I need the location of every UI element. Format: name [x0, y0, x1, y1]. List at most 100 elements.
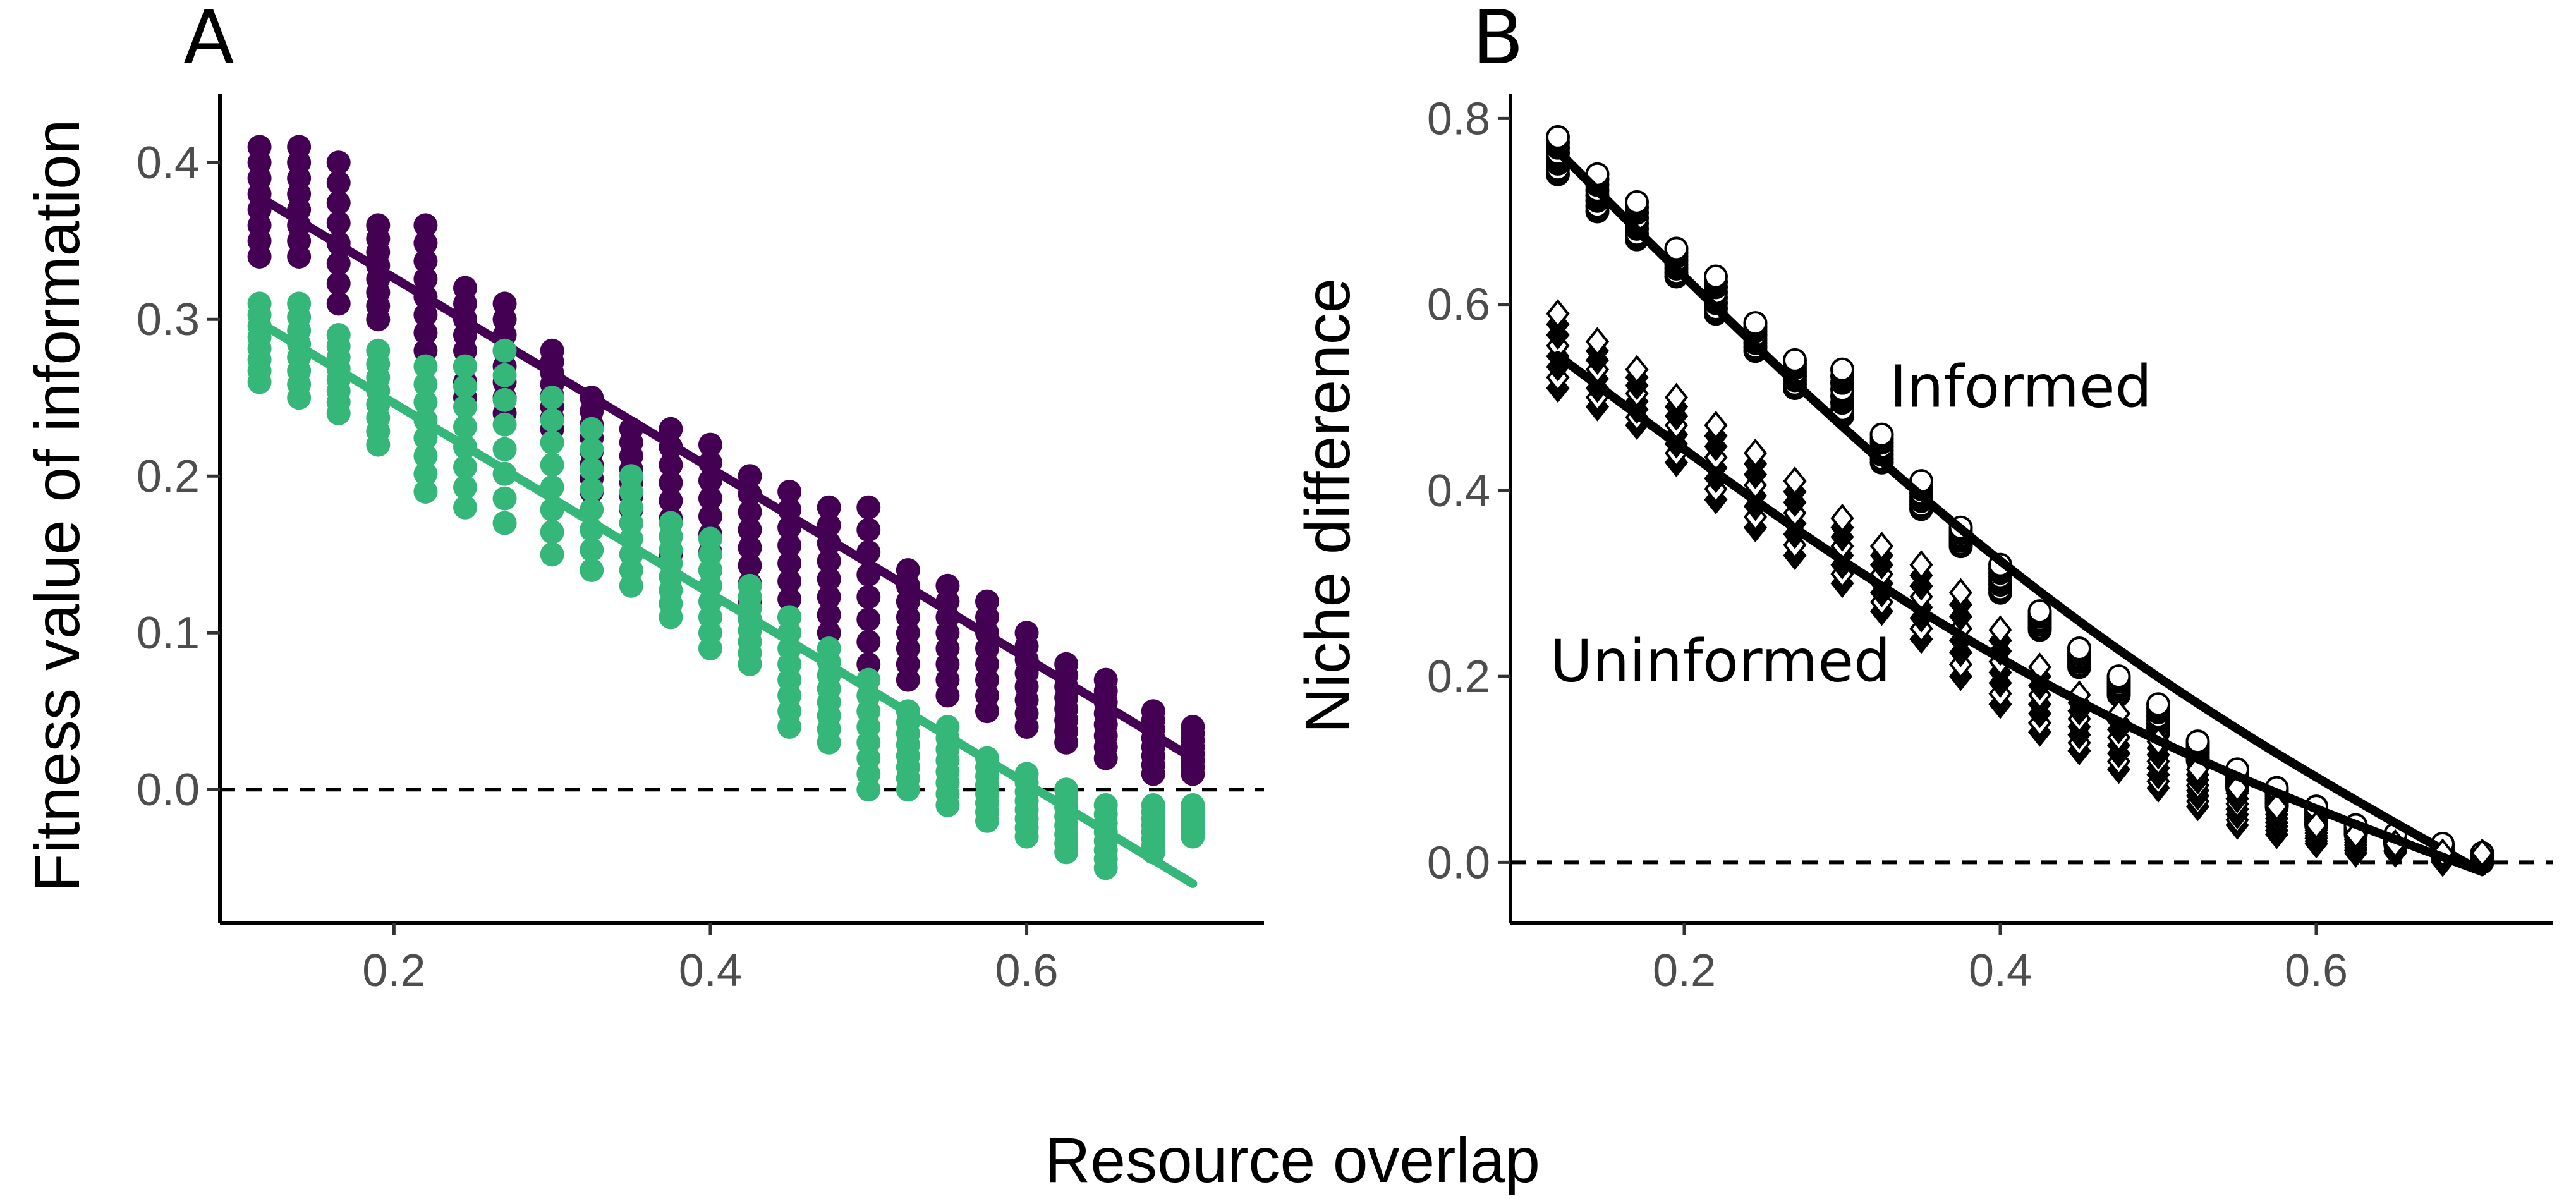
panel-a-data-point [540, 408, 564, 432]
panel-a-data-point [1054, 777, 1079, 802]
panel-a-data-point [326, 271, 351, 296]
panel-a: A Fitness value of information 0.0 0.1 0.2… [22, 0, 1264, 996]
panel-a-data-point [413, 320, 438, 345]
panel-a-data-point [540, 453, 564, 477]
panel-b-fit-line [1553, 351, 2487, 877]
panel-b-data-point [1743, 438, 1768, 468]
panel-a-data-point [896, 558, 920, 582]
panel-a-data-point [492, 363, 517, 387]
panel-a-data-point [738, 553, 762, 578]
panel-b-data-point [1704, 410, 1728, 441]
panel-a-data-point [659, 489, 683, 513]
panel-b: B Niche difference 0.0 0.2 0.4 0.6 0.8 0.2 0.4… [1292, 0, 2553, 996]
panel-a-data-point [580, 477, 604, 502]
panel-a-data-point [856, 518, 881, 542]
panel-a-data-point [326, 190, 351, 215]
panel-b-data-point [1704, 264, 1728, 289]
panel-a-series-0 [247, 135, 1205, 786]
panel-a-data-point [413, 213, 438, 238]
panel-a-data-point [453, 354, 477, 379]
panel-b-data-point [1830, 357, 1854, 382]
panel-b-data-point [2185, 729, 2210, 754]
panel-b-annotation: Uninformed [1550, 627, 1891, 695]
panel-a-data-point [817, 549, 841, 573]
panel-b-x-tick-label: 0.6 [2285, 946, 2348, 996]
panel-a-data-point [1181, 793, 1205, 817]
panel-a-data-point [453, 374, 477, 399]
panel-a-y-axis-title: Fitness value of information [22, 119, 93, 892]
panel-a-data-point [326, 323, 351, 347]
panel-a-data-point [1093, 793, 1118, 817]
panel-b-data-point [1909, 550, 1933, 580]
panel-a-data-point [738, 518, 762, 542]
panel-a-data-point [247, 291, 272, 316]
panel-a-data-point [1093, 667, 1118, 692]
panel-b-data-point [2264, 791, 2289, 822]
shared-x-axis-title: Resource overlap [1045, 1125, 1540, 1196]
panel-b-data-point [1546, 299, 1570, 329]
panel-a-data-point [777, 533, 802, 558]
panel-b-y-tick-label: 0.4 [1427, 466, 1490, 516]
panel-b-y-tick-label: 0.2 [1427, 652, 1490, 702]
panel-a-data-point [817, 585, 841, 609]
panel-b-x-tick-label: 0.4 [1969, 946, 2032, 996]
panel-b-data-point [1546, 125, 1570, 149]
panel-a-data-point [580, 437, 604, 461]
panel-a-data-point [659, 511, 683, 535]
panel-a-x-tick-label: 0.4 [679, 946, 742, 996]
panel-a-fit-line [255, 318, 1198, 888]
panel-a-data-point [1141, 793, 1165, 817]
panel-a-data-point [492, 412, 517, 437]
panel-a-data-point [287, 135, 312, 159]
panel-b-data-point [2067, 680, 2091, 710]
panel-a-data-point [975, 589, 999, 614]
panel-a-data-point [698, 526, 722, 551]
panel-b-data-point [1869, 422, 1894, 447]
panel-a-data-point [698, 432, 722, 457]
panel-a-data-point [453, 394, 477, 419]
panel-a-data-point [1141, 699, 1165, 724]
panel-a-data-point [777, 587, 802, 612]
panel-a-data-point [817, 495, 841, 520]
panel-b-data-point [1783, 348, 1807, 372]
panel-a-data-point [856, 495, 881, 520]
panel-b-series-0 [1546, 125, 2494, 877]
panel-a-data-point [326, 251, 351, 276]
panel-a-data-point [492, 437, 517, 461]
panel-a-data-point [856, 585, 881, 609]
panel-b-y-tick-label: 0.0 [1427, 837, 1490, 888]
panel-a-y-tick-label: 0.4 [137, 138, 200, 188]
panel-a-data-point [540, 520, 564, 544]
panel-a-data-point [777, 605, 802, 630]
panel-a-data-point [540, 430, 564, 455]
panel-a-data-point [580, 558, 604, 582]
panel-b-data-point [1625, 190, 1649, 214]
panel-a-x-tick-label: 0.6 [995, 946, 1058, 996]
panel-a-data-point [580, 538, 604, 563]
panel-b-data-point [2067, 636, 2091, 660]
panel-a-data-point [247, 135, 272, 159]
panel-a-data-point [856, 630, 881, 654]
panel-a-data-point [659, 470, 683, 495]
panel-a-data-point [492, 291, 517, 316]
panel-b-data-point [2146, 692, 2170, 717]
panel-a-data-point [817, 636, 841, 660]
panel-b-data-point [2027, 599, 2052, 624]
panel-a-data-point [326, 210, 351, 235]
panel-a-data-point [777, 569, 802, 593]
panel-a-data-point [366, 213, 391, 238]
panel-a-letter: A [183, 0, 234, 81]
panel-a-data-point [492, 511, 517, 535]
panel-b-data-point [1664, 382, 1689, 412]
panel-a-data-point [659, 453, 683, 477]
panel-a-data-point [580, 417, 604, 441]
panel-a-data-point [413, 390, 438, 415]
panel-a-data-point [540, 386, 564, 410]
panel-a-data-point [817, 602, 841, 627]
panel-b-fit-line [1553, 146, 2487, 877]
panel-a-data-point [413, 267, 438, 291]
panel-a-plot-area: 0.0 0.1 0.2 0.3 0.4 0.2 0.4 0.6 [137, 94, 1264, 996]
panel-a-data-point [413, 461, 438, 486]
panel-a-data-point [413, 425, 438, 450]
panel-a-data-point [856, 607, 881, 631]
